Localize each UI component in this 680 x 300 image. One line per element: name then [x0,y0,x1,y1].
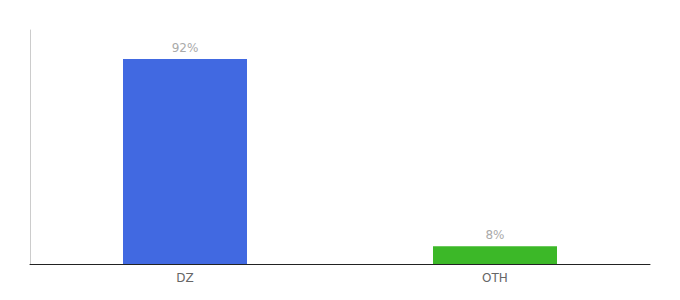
svg-text:DZ: DZ [176,271,193,285]
svg-text:92%: 92% [172,41,199,55]
svg-text:8%: 8% [485,228,504,242]
svg-text:OTH: OTH [482,271,508,285]
